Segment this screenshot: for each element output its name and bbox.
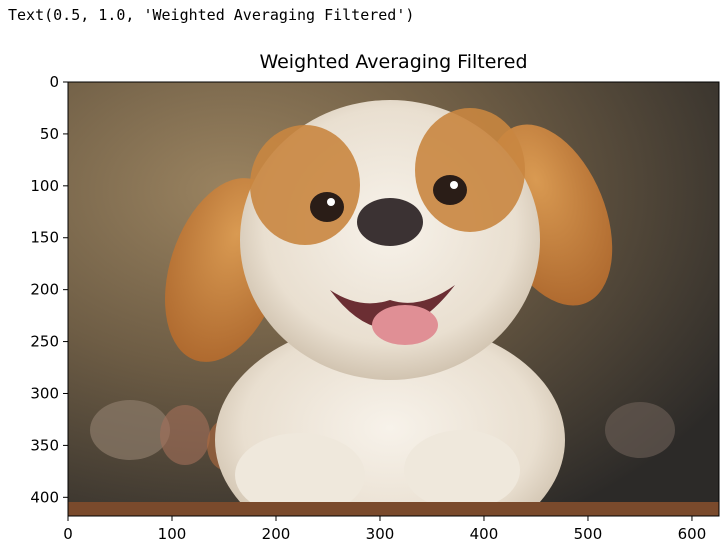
axes-frame [67, 81, 720, 517]
x-axis-ticks: 0 100 200 300 400 500 600 [63, 516, 706, 543]
x-tick-label: 600 [678, 525, 707, 543]
x-tick-label: 300 [366, 525, 395, 543]
cell-output-text: Text(0.5, 1.0, 'Weighted Averaging Filte… [8, 6, 415, 24]
filtered-image [68, 82, 719, 516]
y-tick-label: 400 [30, 488, 59, 506]
y-tick-label: 350 [30, 436, 59, 454]
x-tick-label: 400 [470, 525, 499, 543]
x-tick-label: 0 [63, 525, 73, 543]
y-tick-label: 150 [30, 229, 59, 247]
y-tick-label: 200 [30, 281, 59, 299]
y-tick-label: 50 [40, 125, 59, 143]
y-axis-ticks: 0 50 100 150 200 250 300 350 400 [30, 73, 68, 506]
y-tick-label: 0 [49, 73, 59, 91]
plot-title: Weighted Averaging Filtered [259, 51, 528, 73]
x-tick-label: 100 [158, 525, 187, 543]
x-tick-label: 500 [574, 525, 603, 543]
y-tick-label: 300 [30, 384, 59, 402]
x-tick-label: 200 [262, 525, 291, 543]
y-tick-label: 100 [30, 177, 59, 195]
y-tick-label: 250 [30, 333, 59, 351]
